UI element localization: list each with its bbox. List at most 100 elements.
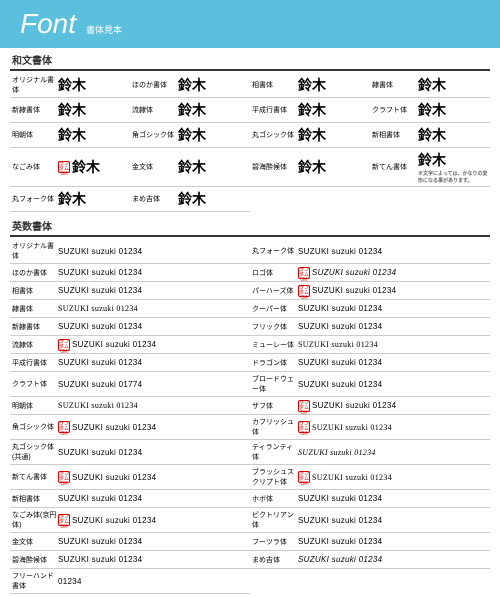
font-cell: ザフ体ランダムOKSUZUKI suzuki 01234: [250, 397, 490, 415]
font-sample: SUZUKI suzuki 01234: [312, 268, 490, 277]
font-label: 隷書体: [370, 80, 418, 90]
font-cell: 隷書体鈴木: [370, 73, 490, 98]
font-cell: 金文体SUZUKI suzuki 01234: [10, 533, 250, 551]
font-label: カフリッシュ体: [250, 417, 298, 437]
font-cell: ブラッシュスクリプト体ランダムOKSUZUKI suzuki 01234: [250, 465, 490, 490]
font-sample: SUZUKI suzuki 01234: [298, 448, 490, 457]
font-cell: 丸フォーク体SUZUKI suzuki 01234: [250, 239, 490, 264]
font-sample: 鈴木: [58, 189, 130, 209]
font-cell: 相書体鈴木: [250, 73, 370, 98]
font-cell: 丸ゴシック体(共通)SUZUKI suzuki 01234: [10, 440, 250, 465]
font-sample: SUZUKI suzuki 01234: [298, 494, 490, 503]
font-sample: SUZUKI suzuki 01234: [312, 423, 490, 432]
font-sample: SUZUKI suzuki 01234: [58, 304, 250, 313]
font-sample: SUZUKI suzuki 01234: [58, 537, 250, 546]
font-label: ブロードウェー体: [250, 374, 298, 394]
font-cell: 新隷書体SUZUKI suzuki 01234: [10, 318, 250, 336]
font-cell: 流隷体鈴木: [130, 98, 250, 123]
font-cell: 新てん書体鈴木※文字によっては、かなりの変形になる事があります。: [370, 148, 490, 187]
font-label: クーパー体: [250, 304, 298, 314]
font-sample: SUZUKI suzuki 01234: [72, 423, 250, 432]
font-label: クラフト体: [370, 105, 418, 115]
font-sample: 鈴木: [298, 75, 370, 95]
page-title: Font: [20, 8, 76, 40]
font-label: 新隷書体: [10, 105, 58, 115]
font-cell: パーハーズ体ランダムOKSUZUKI suzuki 01234: [250, 282, 490, 300]
random-ok-badge: ランダムOK: [58, 339, 70, 351]
random-ok-badge: ランダムOK: [58, 471, 70, 483]
font-cell: フリーハンド書体01234: [10, 569, 250, 594]
font-cell: 新相書体鈴木: [370, 123, 490, 148]
font-label: 新てん書体: [10, 472, 58, 482]
font-sample: 鈴木※文字によっては、かなりの変形になる事があります。: [418, 150, 490, 184]
font-label: オリジナル書体: [10, 241, 58, 261]
font-sample: SUZUKI suzuki 01234: [58, 322, 250, 331]
font-sample: 鈴木: [418, 125, 490, 145]
font-cell: なごみ体ランダムOK鈴木: [10, 148, 130, 187]
font-cell: 丸フォーク体鈴木: [10, 187, 130, 212]
font-sample: SUZUKI suzuki 01234: [298, 340, 490, 349]
font-cell: 丸ゴシック体鈴木: [250, 123, 370, 148]
font-sample: SUZUKI suzuki 01234: [72, 340, 250, 349]
font-cell: カフリッシュ体ランダムOKSUZUKI suzuki 01234: [250, 415, 490, 440]
font-sample: SUZUKI suzuki 01234: [58, 555, 250, 564]
font-label: 金文体: [10, 537, 58, 547]
font-sample: SUZUKI suzuki 01234: [298, 380, 490, 389]
font-label: 碧海酔候体: [250, 162, 298, 172]
font-label: なごみ体(京円体): [10, 510, 58, 530]
font-cell: まめ吉体SUZUKI suzuki 01234: [250, 551, 490, 569]
random-ok-badge: ランダムOK: [58, 421, 70, 433]
font-sample: SUZUKI suzuki 01234: [312, 401, 490, 410]
font-cell: 角ゴシック体鈴木: [130, 123, 250, 148]
font-cell: 平成行書体SUZUKI suzuki 01234: [10, 354, 250, 372]
font-sample: SUZUKI suzuki 01234: [58, 268, 250, 277]
font-label: 流隷体: [10, 340, 58, 350]
font-sample: 鈴木: [58, 75, 130, 95]
font-cell: ドラゴン体SUZUKI suzuki 01234: [250, 354, 490, 372]
font-label: ほのか書体: [10, 268, 58, 278]
font-label: ほのか書体: [130, 80, 178, 90]
font-label: 新相書体: [10, 494, 58, 504]
font-cell: 新てん書体ランダムOKSUZUKI suzuki 01234: [10, 465, 250, 490]
font-label: オリジナル書体: [10, 75, 58, 95]
random-ok-badge: ランダムOK: [298, 267, 310, 279]
font-sample: SUZUKI suzuki 01234: [58, 401, 250, 410]
font-label: 碧海酔候体: [10, 555, 58, 565]
font-label: 角ゴシック体: [10, 422, 58, 432]
font-sample: SUZUKI suzuki 01234: [298, 516, 490, 525]
font-cell: オリジナル書体SUZUKI suzuki 01234: [10, 239, 250, 264]
font-cell: 新相書体SUZUKI suzuki 01234: [10, 490, 250, 508]
font-sample: SUZUKI suzuki 01234: [298, 358, 490, 367]
font-sample: 鈴木: [178, 75, 250, 95]
random-ok-badge: ランダムOK: [298, 400, 310, 412]
font-sample: 鈴木: [298, 125, 370, 145]
font-cell: 明朝体SUZUKI suzuki 01234: [10, 397, 250, 415]
font-cell: 金文体鈴木: [130, 148, 250, 187]
font-cell: 明朝体鈴木: [10, 123, 130, 148]
font-sample: SUZUKI suzuki 01234: [72, 516, 250, 525]
font-sample: SUZUKI suzuki 01234: [58, 358, 250, 367]
font-sample: SUZUKI suzuki 01234: [72, 473, 250, 482]
font-cell: 相書体SUZUKI suzuki 01234: [10, 282, 250, 300]
font-cell: ほのか書体SUZUKI suzuki 01234: [10, 264, 250, 282]
random-ok-badge: ランダムOK: [58, 514, 70, 526]
font-cell: 流隷体ランダムOKSUZUKI suzuki 01234: [10, 336, 250, 354]
font-sample: SUZUKI suzuki 01234: [298, 555, 490, 564]
font-label: パーハーズ体: [250, 286, 298, 296]
font-label: ザフ体: [250, 401, 298, 411]
en-section-title: 英数書体: [0, 214, 500, 235]
font-label: 丸ゴシック体(共通): [10, 442, 58, 462]
jp-section-title: 和文書体: [0, 48, 500, 69]
font-label: ティランティ体: [250, 442, 298, 462]
font-sample: 鈴木: [72, 157, 130, 177]
font-label: フーツラ体: [250, 537, 298, 547]
font-note: ※文字によっては、かなりの変形になる事があります。: [418, 170, 490, 184]
font-label: 明朝体: [10, 401, 58, 411]
font-label: 平成行書体: [250, 105, 298, 115]
font-label: ミューレー体: [250, 340, 298, 350]
font-cell: ミューレー体SUZUKI suzuki 01234: [250, 336, 490, 354]
font-label: ブラッシュスクリプト体: [250, 467, 298, 487]
font-label: なごみ体: [10, 162, 58, 172]
random-ok-badge: ランダムOK: [298, 471, 310, 483]
font-cell: ビクトリアン体SUZUKI suzuki 01234: [250, 508, 490, 533]
